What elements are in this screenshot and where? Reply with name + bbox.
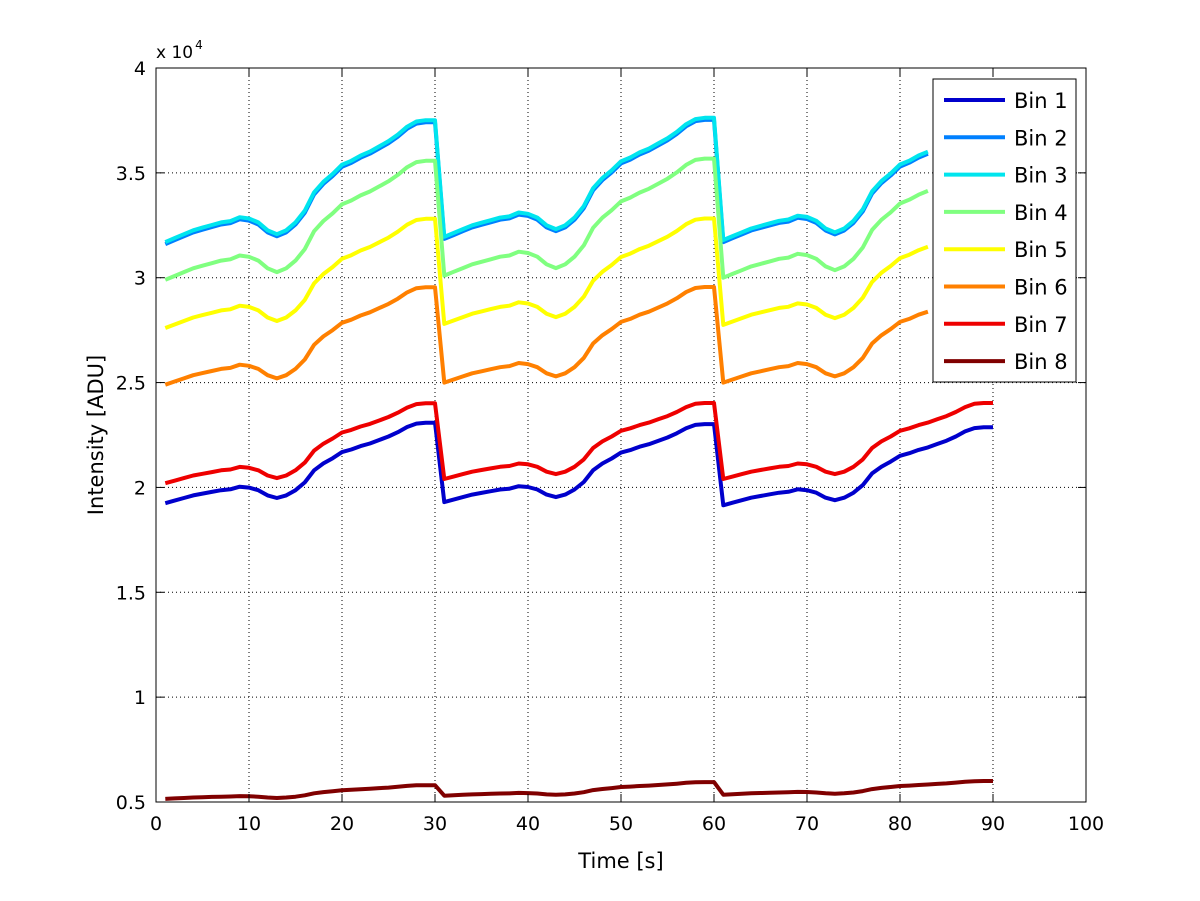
y-tick-label: 0.5 (116, 792, 146, 814)
x-tick-label: 0 (150, 813, 162, 835)
y-tick-label: 3 (134, 268, 146, 290)
x-tick-label: 100 (1068, 813, 1104, 835)
legend-label: Bin 2 (1014, 126, 1068, 150)
legend-label: Bin 3 (1014, 164, 1068, 188)
x-tick-label: 30 (423, 813, 447, 835)
grid (156, 68, 1086, 802)
legend-box (932, 78, 1077, 383)
series-layer (164, 115, 993, 801)
x-tick-label: 50 (609, 813, 633, 835)
x-tick-label: 80 (888, 813, 912, 835)
plot-area (156, 68, 1086, 802)
x-tick-label: 40 (516, 813, 540, 835)
x-tick-label: 10 (237, 813, 261, 835)
series-line-bin-3 (164, 115, 929, 244)
y-multiplier-base: x 10 (156, 43, 193, 63)
x-tick-label: 90 (981, 813, 1005, 835)
y-tick-label: 2.5 (116, 373, 146, 395)
y-tick-label: 3.5 (116, 163, 146, 185)
y-tick-label: 1.5 (116, 582, 146, 604)
series-line-bin-7 (164, 401, 993, 486)
series-line-bin-4 (164, 156, 929, 282)
ticks (155, 67, 1087, 803)
y-axis-label: Intensity [ADU] (84, 355, 108, 515)
legend-label: Bin 7 (1014, 313, 1068, 337)
series-line-bin-1 (164, 420, 993, 508)
y-tick-label: 4 (134, 58, 146, 80)
legend-label: Bin 1 (1014, 89, 1068, 113)
legend-label: Bin 6 (1014, 276, 1068, 300)
series-line-bin-6 (164, 285, 929, 387)
x-tick-label: 70 (795, 813, 819, 835)
series-line-bin-5 (164, 216, 929, 330)
series-line-bin-8 (165, 779, 993, 801)
y-multiplier-exponent: 4 (195, 38, 203, 52)
legend-label: Bin 8 (1014, 350, 1068, 374)
legend-label: Bin 5 (1014, 238, 1068, 262)
y-tick-label: 2 (134, 477, 146, 499)
x-axis-label: Time [s] (577, 849, 663, 873)
legend-label: Bin 4 (1014, 201, 1068, 225)
legend: Bin 1 Bin 2 Bin 3 Bin 4 Bin 5 Bin 6 Bin 7 Bin 8 (932, 78, 1077, 383)
x-tick-label: 60 (702, 813, 726, 835)
y-tick-label: 1 (134, 687, 146, 709)
y-multiplier-label: x 10 4 (156, 38, 203, 63)
x-tick-label: 20 (330, 813, 354, 835)
tick-labels: 0 10 20 30 40 50 60 70 80 90 100 0.5 1 1.5 2 2.5 3 3.5 4 (116, 58, 1104, 835)
